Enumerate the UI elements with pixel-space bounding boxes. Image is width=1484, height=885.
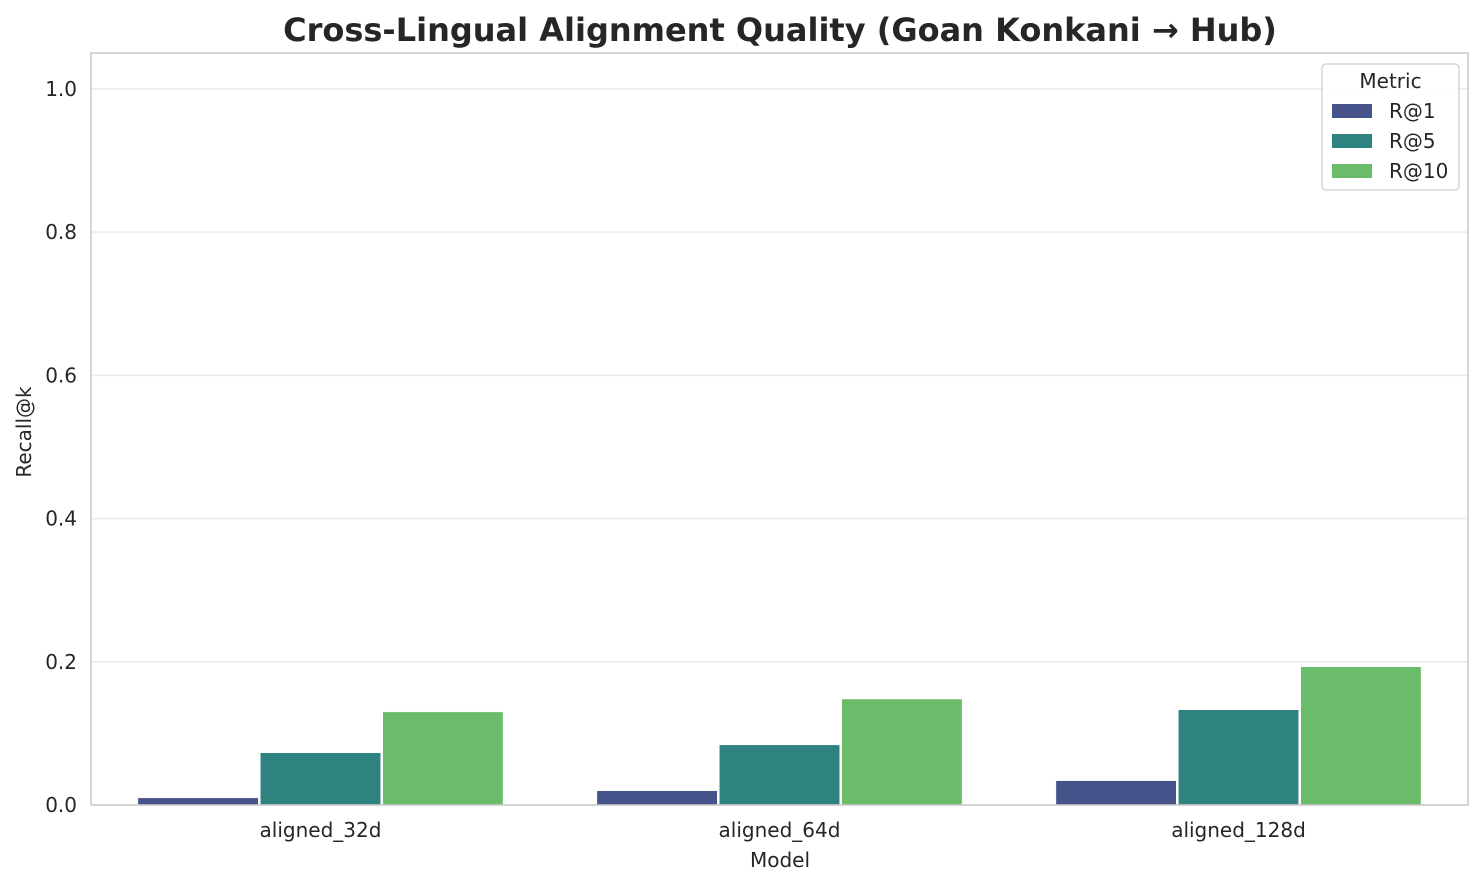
- y-axis-label: Recall@k: [12, 386, 36, 478]
- y-tick-label: 0.6: [45, 363, 77, 387]
- y-tick-label: 0.2: [45, 650, 77, 674]
- legend-label: R@10: [1389, 159, 1448, 183]
- y-tick-label: 0.4: [45, 507, 77, 531]
- bar-r-1-aligned_128d: [1055, 780, 1177, 806]
- legend: Metric R@1 R@5 R@10: [1321, 63, 1460, 191]
- y-tick-label: 0.8: [45, 220, 77, 244]
- chart-title: Cross-Lingual Alignment Quality (Goan Ko…: [283, 11, 1277, 49]
- bar-r-10-aligned_128d: [1300, 666, 1422, 806]
- x-axis-label: Model: [750, 848, 810, 872]
- y-tick-label: 1.0: [45, 77, 77, 101]
- bar-r-10-aligned_64d: [841, 698, 963, 806]
- bar-r-1-aligned_32d: [137, 797, 259, 806]
- legend-label: R@5: [1389, 129, 1436, 153]
- x-tick-label: aligned_32d: [260, 818, 382, 842]
- legend-swatch-r-1: [1332, 104, 1372, 118]
- bar-r-1-aligned_64d: [596, 790, 718, 806]
- plot-area: 0.0 0.2 0.4 0.6 0.8 1.0 aligned_32d aligned_64d…: [45, 52, 1469, 842]
- y-tick-label: 0.0: [45, 793, 77, 817]
- legend-label: R@1: [1389, 99, 1436, 123]
- bar-r-5-aligned_32d: [260, 752, 381, 806]
- legend-title: Metric: [1359, 69, 1421, 93]
- x-tick-label: aligned_64d: [719, 818, 841, 842]
- bar-r-10-aligned_32d: [382, 711, 504, 806]
- bar-r-5-aligned_128d: [1178, 709, 1299, 806]
- plot-frame: [90, 52, 1469, 806]
- legend-box: [1321, 63, 1460, 191]
- x-tick-label: aligned_128d: [1171, 818, 1306, 842]
- bar-r-5-aligned_64d: [719, 744, 840, 806]
- legend-swatch-r-10: [1332, 164, 1372, 178]
- legend-swatch-r-5: [1332, 134, 1372, 148]
